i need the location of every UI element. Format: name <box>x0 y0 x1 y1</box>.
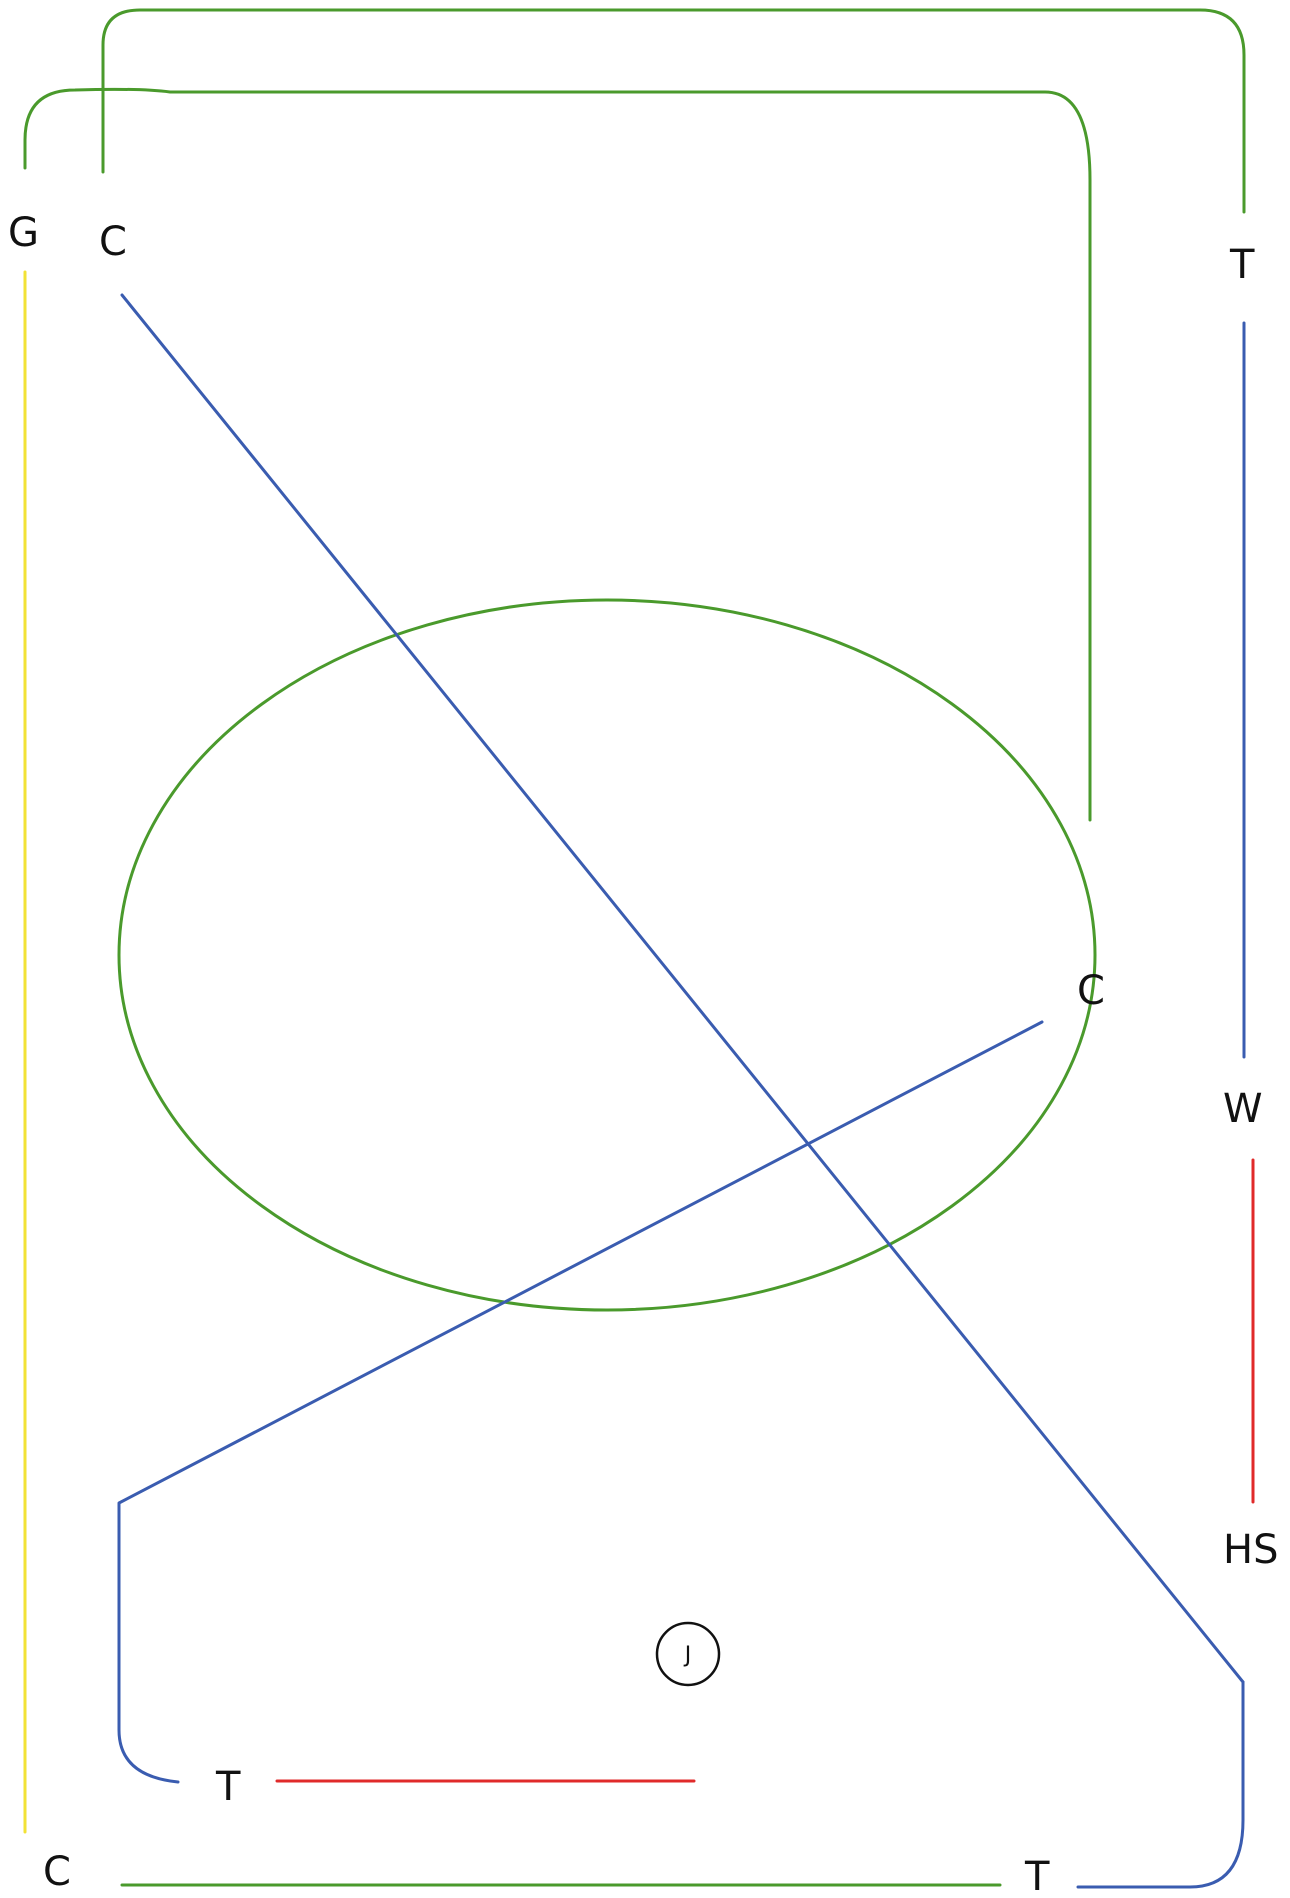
green-arc-g-to-c <box>23 87 1092 822</box>
green-arc-c-to-t <box>101 8 1246 214</box>
blue-path-corner-to-t-bottom-right <box>1076 1680 1245 1889</box>
junction-marker-label: J <box>683 1643 692 1668</box>
node-label-c-top-left: C <box>99 219 127 265</box>
node-label-g: G <box>8 210 39 256</box>
node-label-t-top-right: T <box>1229 242 1255 288</box>
blue-diagonal-c-to-corner <box>120 293 1245 1684</box>
node-label-c-bottom-left: C <box>43 1849 71 1895</box>
node-label-c-ellipse-right: C <box>1077 968 1105 1014</box>
green-ellipse <box>117 598 1097 1312</box>
blue-path-c-to-t-bottom-left <box>117 1020 1044 1784</box>
node-label-hs: HS <box>1223 1527 1278 1573</box>
node-label-w: W <box>1223 1086 1263 1132</box>
node-label-t-bottom-right: T <box>1024 1854 1050 1898</box>
junction-marker: J <box>655 1621 721 1687</box>
node-label-t-bottom-left: T <box>215 1764 241 1810</box>
junction-marker-circle <box>655 1621 721 1687</box>
